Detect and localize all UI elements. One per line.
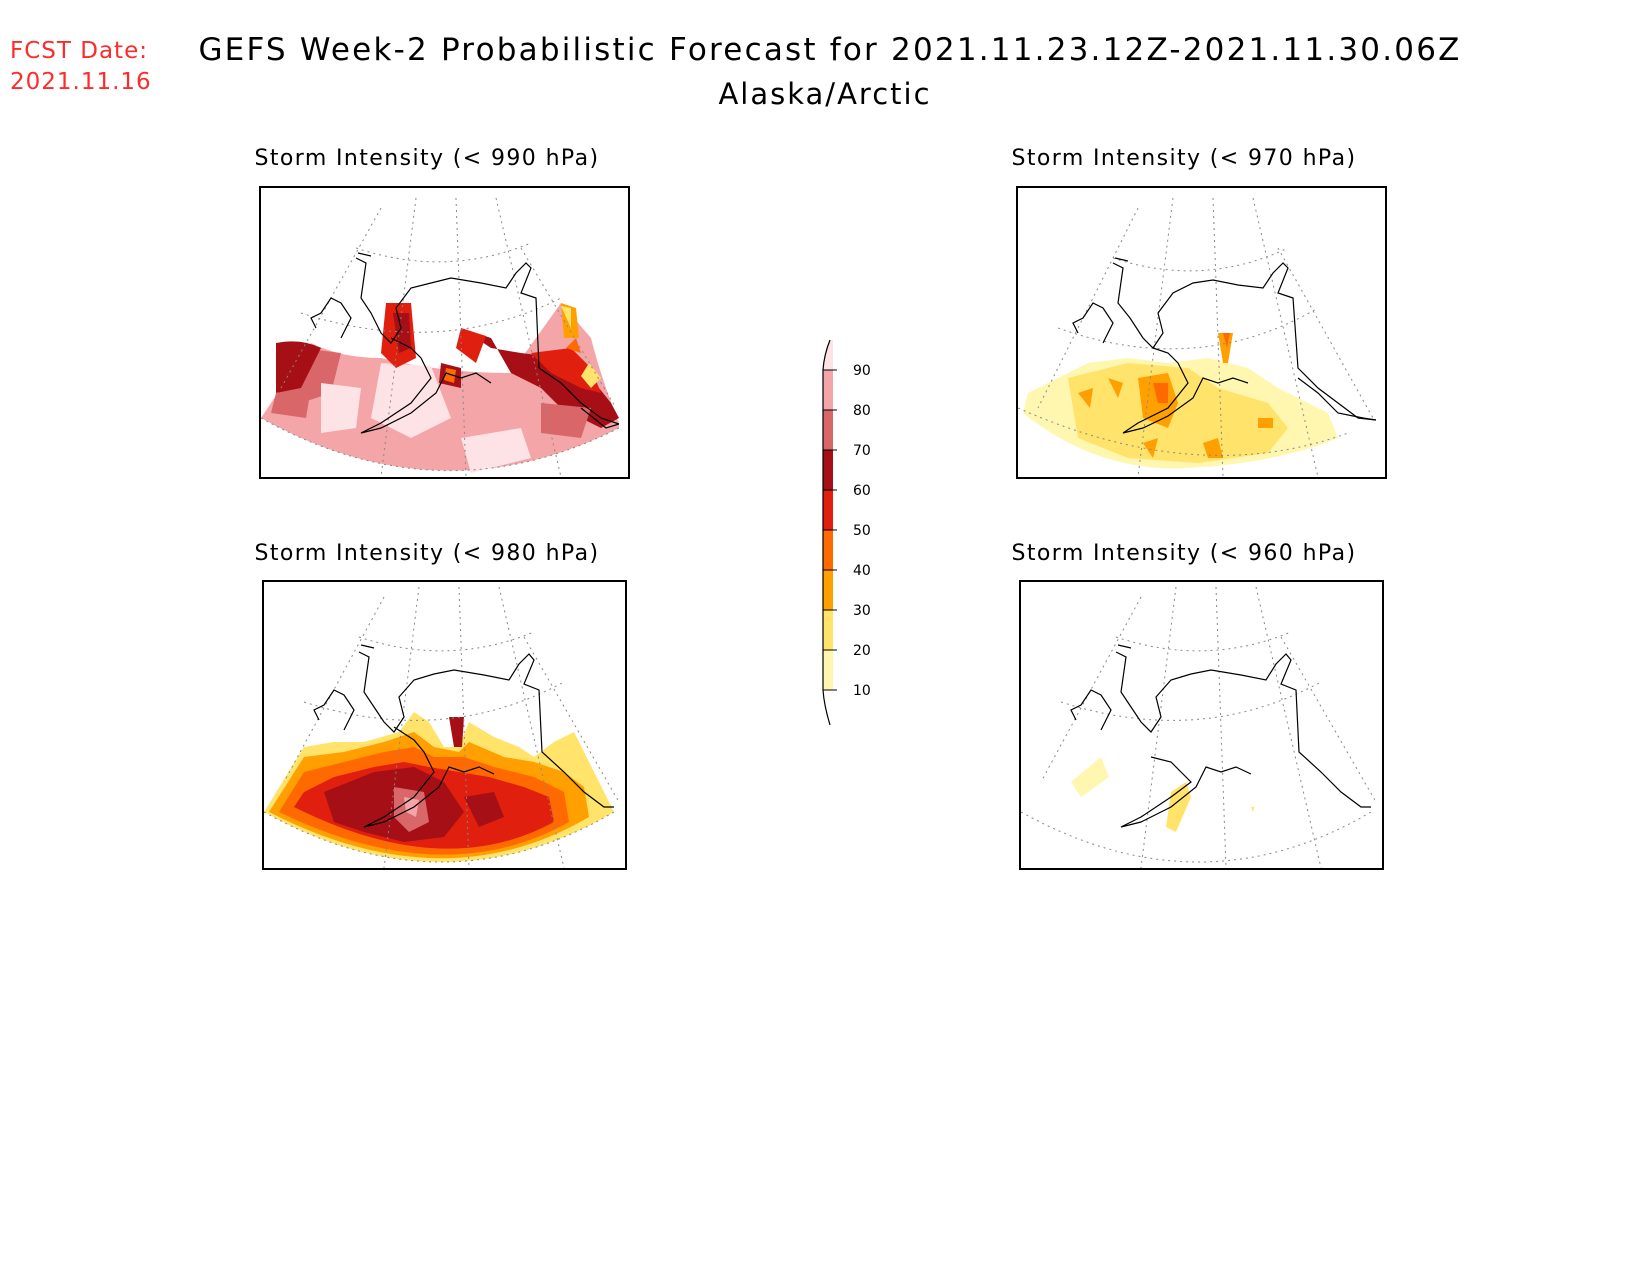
- map-panel-970: [1016, 186, 1387, 479]
- colorbar-segment: [823, 650, 833, 690]
- coastline: [1070, 644, 1371, 828]
- panel-title-980: Storm Intensity (< 980 hPa): [254, 541, 600, 566]
- colorbar-label-80: 80: [853, 403, 871, 419]
- colorbar-segments: [823, 340, 833, 690]
- colorbar-segment: [823, 340, 833, 370]
- colorbar-segment: [823, 410, 833, 450]
- colorbar-label-90: 90: [853, 363, 871, 379]
- region-title: Alaska/Arctic: [718, 77, 932, 111]
- probability-field: [1071, 757, 1254, 832]
- forecast-date-label: FCST Date:: [10, 38, 148, 64]
- panel-title-990: Storm Intensity (< 990 hPa): [254, 146, 600, 171]
- colorbar-label-10: 10: [853, 683, 871, 699]
- graticule: [264, 586, 620, 868]
- map-990: [261, 197, 620, 477]
- colorbar-ticks: [823, 369, 837, 691]
- colorbar: [820, 330, 880, 740]
- page-title: GEFS Week-2 Probabilistic Forecast for 2…: [198, 32, 1462, 68]
- map-970: [1018, 197, 1377, 477]
- colorbar-svg: [822, 339, 837, 726]
- coastline: [310, 252, 620, 434]
- colorbar-segment: [823, 370, 833, 410]
- colorbar-label-30: 30: [853, 603, 871, 619]
- panel-title-970: Storm Intensity (< 970 hPa): [1011, 146, 1357, 171]
- graticule: [1021, 586, 1377, 868]
- map-980: [264, 586, 620, 868]
- forecast-date-value: 2021.11.16: [10, 69, 152, 95]
- colorbar-label-40: 40: [853, 563, 871, 579]
- colorbar-segment: [823, 450, 833, 490]
- colorbar-label-60: 60: [853, 483, 871, 499]
- map-960: [1021, 586, 1377, 868]
- graticule: [1018, 197, 1374, 477]
- probability-field: [1023, 333, 1338, 469]
- map-panel-960: [1019, 580, 1384, 870]
- colorbar-segment: [823, 530, 833, 570]
- panel-title-960: Storm Intensity (< 960 hPa): [1011, 541, 1357, 566]
- map-panel-980: [262, 580, 627, 870]
- colorbar-segment: [823, 570, 833, 610]
- colorbar-label-20: 20: [853, 643, 871, 659]
- colorbar-segment: [823, 610, 833, 650]
- colorbar-label-70: 70: [853, 443, 871, 459]
- colorbar-label-50: 50: [853, 523, 871, 539]
- coastline: [313, 644, 614, 828]
- coastline: [1072, 257, 1377, 434]
- colorbar-segment: [823, 490, 833, 530]
- map-panel-990: [259, 186, 630, 479]
- forecast-date-block: FCST Date: 2021.11.16: [10, 36, 152, 98]
